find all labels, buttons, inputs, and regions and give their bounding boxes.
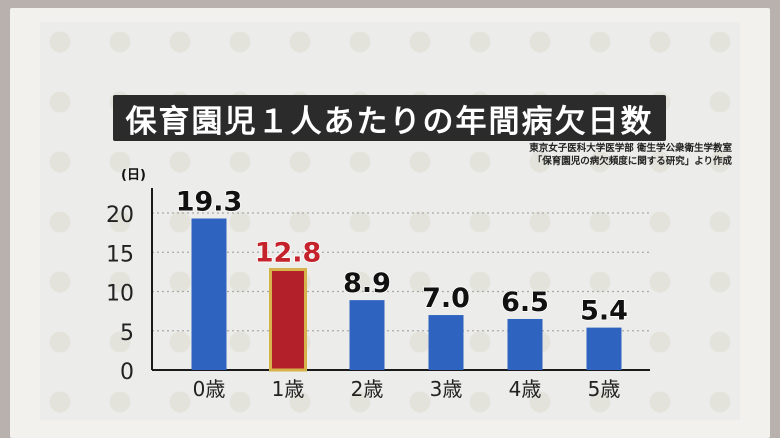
- data-label: 7.0: [422, 283, 470, 314]
- y-tick-label: 15: [106, 242, 134, 267]
- y-unit-label: (日): [121, 168, 146, 183]
- y-tick-label: 10: [106, 282, 134, 307]
- bar: [269, 268, 307, 372]
- source-note: 東京女子医科大学医学部 衛生学公衆衛生学教室 「保育園児の病欠頻度に関する研究」…: [529, 142, 732, 168]
- x-tick-label: 2歳: [351, 377, 384, 401]
- bar: [428, 315, 464, 370]
- chart-board: [40, 22, 740, 420]
- data-label: 12.8: [255, 238, 322, 269]
- title-bar: 保育園児１人あたりの年間病欠日数: [113, 95, 666, 141]
- x-tick-label: 3歳: [430, 377, 463, 401]
- y-tick-label: 20: [106, 203, 134, 228]
- data-label: 19.3: [176, 186, 243, 217]
- data-label: 5.4: [580, 296, 628, 327]
- source-line-1: 東京女子医科大学医学部 衛生学公衆衛生学教室: [529, 143, 732, 154]
- bar: [507, 318, 543, 370]
- source-line-2: 「保育園児の病欠頻度に関する研究」より作成: [532, 156, 732, 167]
- bar: [586, 327, 622, 370]
- data-label: 6.5: [501, 287, 549, 318]
- bar: [349, 300, 385, 370]
- x-tick-label: 4歳: [509, 377, 542, 401]
- bar: [191, 218, 227, 370]
- y-tick-label: 5: [120, 321, 134, 346]
- chart-title: 保育園児１人あたりの年間病欠日数: [125, 103, 654, 140]
- x-tick-label: 1歳: [272, 377, 305, 401]
- x-tick-label: 5歳: [588, 377, 621, 401]
- y-tick-label: 0: [120, 360, 134, 385]
- data-label: 8.9: [343, 268, 391, 299]
- x-tick-label: 0歳: [193, 377, 226, 401]
